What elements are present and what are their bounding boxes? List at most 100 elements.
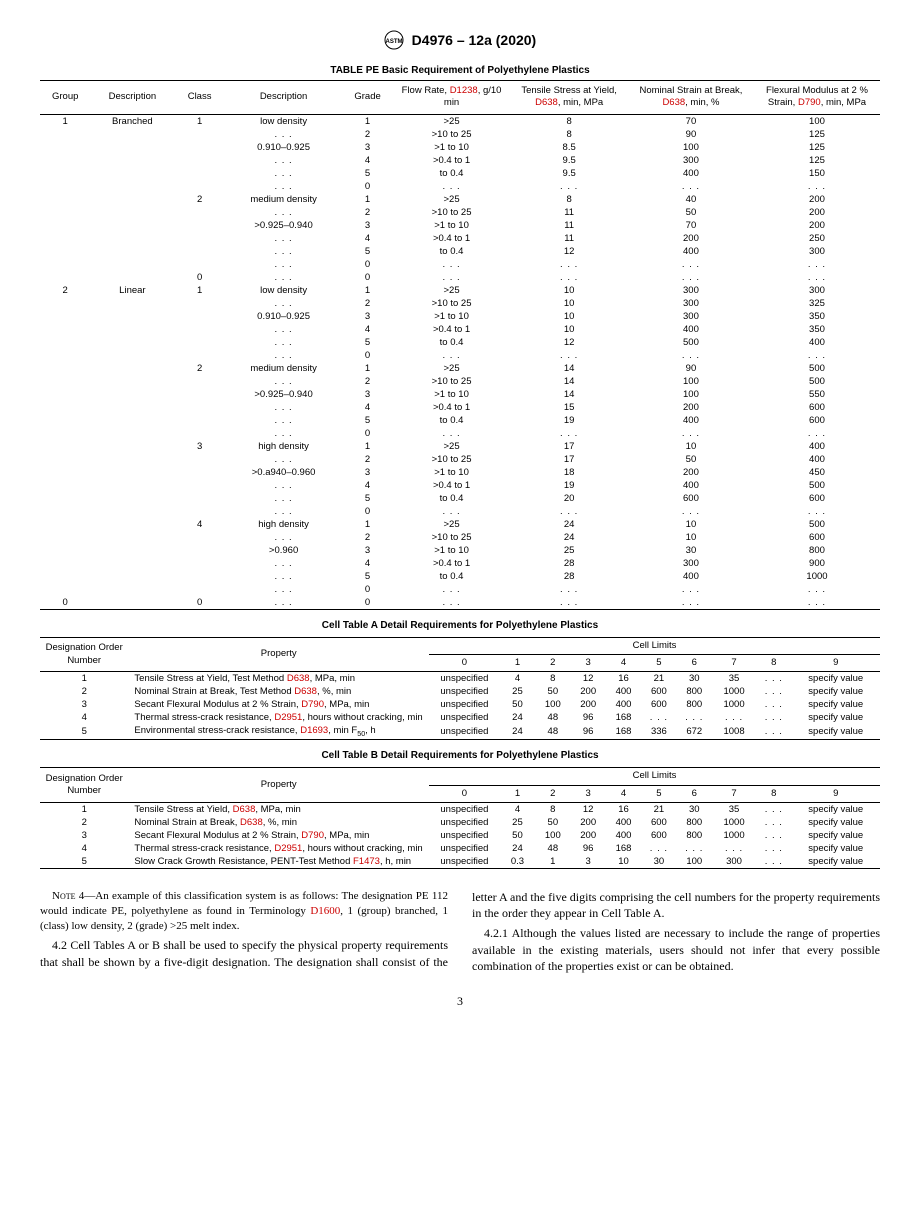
- cell-table-b-caption: Cell Table B Detail Requirements for Pol…: [40, 750, 880, 761]
- table-cell: . . .: [393, 271, 511, 284]
- table-cell: 300: [628, 284, 754, 297]
- table-cell: 400: [754, 336, 880, 349]
- table-cell: 11: [510, 219, 628, 232]
- cell-value: . . .: [756, 816, 791, 829]
- table-cell: 3: [174, 440, 224, 453]
- property-label: Slow Crack Growth Resistance, PENT-Test …: [128, 855, 429, 869]
- table-cell: . . .: [510, 583, 628, 596]
- table-cell: 400: [628, 245, 754, 258]
- cell-value: . . .: [756, 698, 791, 711]
- cell-value: 672: [677, 724, 712, 739]
- table-cell: [174, 141, 224, 154]
- table-cell: [90, 219, 174, 232]
- cell-value: unspecified: [429, 802, 500, 816]
- table-cell: 20: [510, 492, 628, 505]
- table-cell: . . .: [754, 427, 880, 440]
- table-cell: 500: [754, 479, 880, 492]
- table-cell: [40, 336, 90, 349]
- table-cell: 0: [174, 596, 224, 610]
- table-cell: >10 to 25: [393, 375, 511, 388]
- table-cell: 8.5: [510, 141, 628, 154]
- table-cell: 1: [342, 440, 392, 453]
- table-cell: 3: [342, 219, 392, 232]
- table-cell: . . .: [628, 258, 754, 271]
- table-cell: 300: [628, 557, 754, 570]
- table-cell: [90, 453, 174, 466]
- table-cell: 200: [754, 219, 880, 232]
- col-limit-1: 1: [500, 655, 535, 672]
- table-cell: [40, 167, 90, 180]
- cell-value: 200: [571, 829, 606, 842]
- cell-value: . . .: [641, 842, 676, 855]
- cell-value: 600: [641, 685, 676, 698]
- cell-value: 8: [535, 672, 570, 686]
- cell-value: unspecified: [429, 724, 500, 739]
- table-cell: 200: [628, 466, 754, 479]
- table-cell: . . .: [225, 258, 343, 271]
- table-cell: [90, 466, 174, 479]
- cell-value: 400: [606, 816, 641, 829]
- table-cell: >0.4 to 1: [393, 323, 511, 336]
- table-cell: to 0.4: [393, 245, 511, 258]
- table-cell: [40, 427, 90, 440]
- table-cell: >25: [393, 284, 511, 297]
- table-cell: 500: [628, 336, 754, 349]
- col-limit-0: 0: [429, 655, 500, 672]
- col-property: Property: [128, 768, 429, 803]
- cell-value: unspecified: [429, 711, 500, 724]
- table-cell: [174, 349, 224, 362]
- cell-value: 21: [641, 802, 676, 816]
- designation-number: 4: [40, 711, 128, 724]
- table-cell: 11: [510, 206, 628, 219]
- table-cell: 2: [174, 193, 224, 206]
- table-cell: . . .: [393, 349, 511, 362]
- table-cell: 400: [628, 479, 754, 492]
- cell-value: 100: [677, 855, 712, 869]
- table-cell: 1: [40, 114, 90, 128]
- table-cell: [40, 180, 90, 193]
- table-cell: . . .: [510, 427, 628, 440]
- property-label: Nominal Strain at Break, D638, %, min: [128, 816, 429, 829]
- cell-value: 12: [571, 802, 606, 816]
- svg-text:ASTM: ASTM: [385, 39, 402, 45]
- col-limit-2: 2: [535, 655, 570, 672]
- cell-value: 16: [606, 802, 641, 816]
- property-label: Thermal stress-crack resistance, D2951, …: [128, 842, 429, 855]
- table-cell: . . .: [393, 427, 511, 440]
- cell-value: 50: [500, 698, 535, 711]
- col-designation: Designation Order Number: [40, 637, 128, 672]
- cell-value: 24: [500, 842, 535, 855]
- table-cell: 0.910–0.925: [225, 141, 343, 154]
- table-cell: [40, 232, 90, 245]
- table-cell: 5: [342, 492, 392, 505]
- col-grade: Grade: [342, 81, 392, 115]
- table-cell: [40, 297, 90, 310]
- table-cell: [90, 206, 174, 219]
- table-cell: [90, 180, 174, 193]
- table-cell: 300: [628, 297, 754, 310]
- table-cell: 8: [510, 128, 628, 141]
- designation-number: 5: [40, 855, 128, 869]
- col-limit-0: 0: [429, 785, 500, 802]
- table-cell: [40, 479, 90, 492]
- cell-value: 300: [712, 855, 756, 869]
- cell-value: specify value: [792, 842, 881, 855]
- table-cell: 90: [628, 362, 754, 375]
- table-cell: [174, 531, 224, 544]
- table-cell: [174, 310, 224, 323]
- property-label: Secant Flexural Modulus at 2 % Strain, D…: [128, 829, 429, 842]
- table-cell: [40, 401, 90, 414]
- table-cell: >0.4 to 1: [393, 479, 511, 492]
- table-cell: . . .: [225, 297, 343, 310]
- table-cell: [40, 414, 90, 427]
- table-cell: . . .: [225, 323, 343, 336]
- table-cell: 3: [342, 466, 392, 479]
- table-cell: 600: [754, 531, 880, 544]
- table-cell: . . .: [225, 375, 343, 388]
- table-cell: >0.4 to 1: [393, 557, 511, 570]
- cell-value: 25: [500, 685, 535, 698]
- table-cell: [40, 557, 90, 570]
- table-cell: [174, 180, 224, 193]
- table-cell: [90, 323, 174, 336]
- table-cell: 70: [628, 219, 754, 232]
